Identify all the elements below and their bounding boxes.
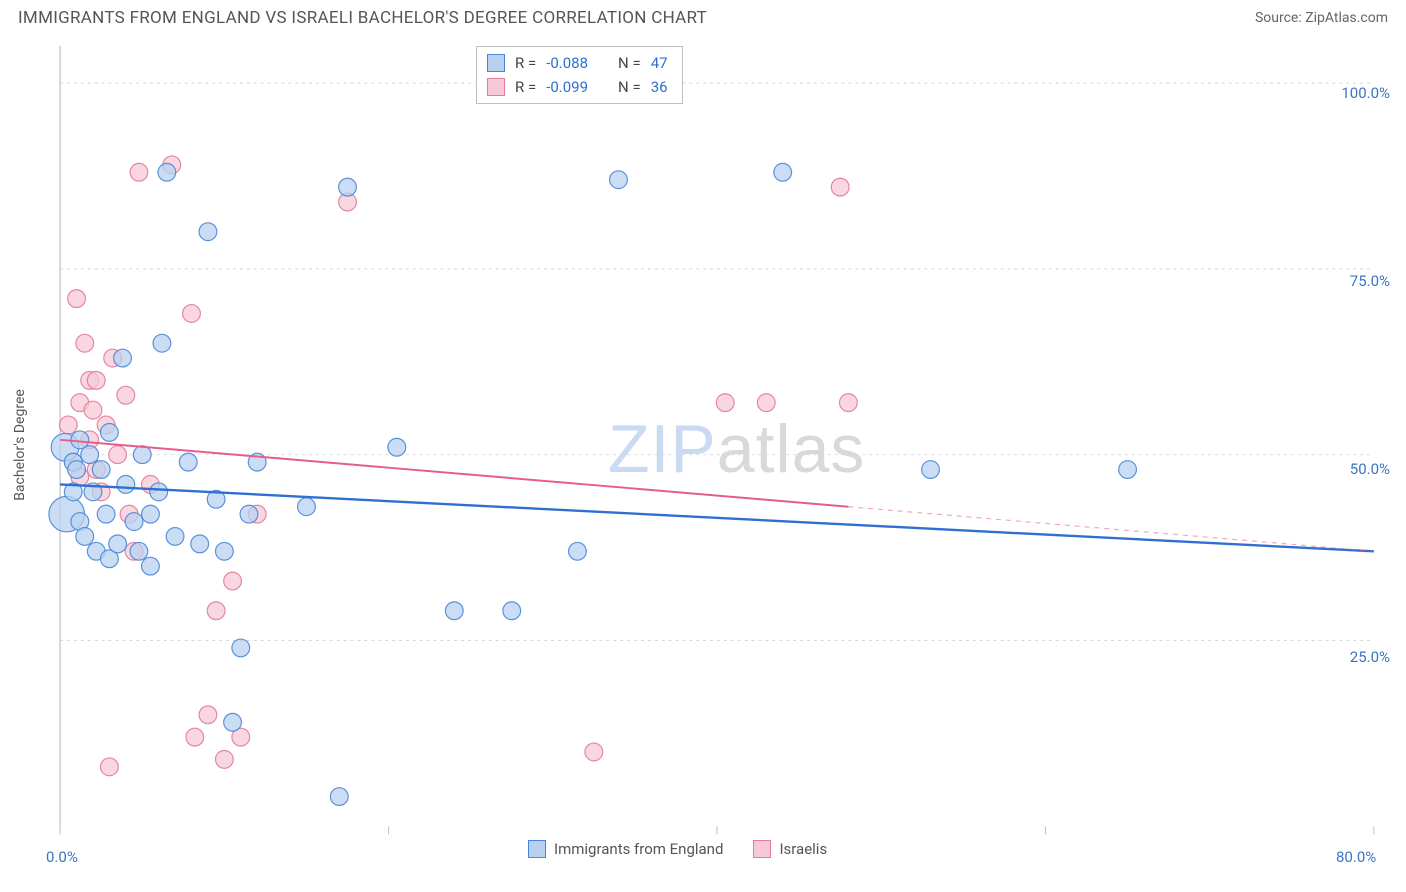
legend-swatch — [753, 840, 771, 858]
legend-row: R = -0.099 N = 36 — [487, 75, 668, 99]
legend-n-label: N = — [618, 75, 641, 99]
y-tick-label: 50.0% — [1350, 460, 1390, 478]
chart-area: Bachelor's Degree ZIPatlas R =-0.088N =4… — [48, 40, 1388, 850]
legend-r-value: -0.088 — [546, 51, 588, 75]
chart-source: Source: ZipAtlas.com — [1255, 10, 1388, 26]
series-legend-label: Immigrants from England — [554, 840, 723, 858]
source-value: ZipAtlas.com — [1305, 10, 1388, 26]
correlation-legend: R = -0.088 N = 47 R = -0.099 N = 36 — [476, 46, 683, 104]
y-tick-label: 25.0% — [1350, 648, 1390, 666]
legend-swatch — [528, 840, 546, 858]
chart-title: IMMIGRANTS FROM ENGLAND VS ISRAELI BACHE… — [18, 8, 707, 28]
legend-n-value: 36 — [651, 75, 668, 99]
x-tick-label: 0.0% — [46, 848, 78, 866]
legend-n-label: N = — [618, 51, 641, 75]
x-tick-label: 80.0% — [1336, 848, 1376, 866]
legend-swatch — [487, 54, 505, 72]
legend-n-value: 47 — [651, 51, 668, 75]
series-legend-item: Immigrants from England — [528, 840, 723, 858]
series-legend-item: Israelis — [753, 840, 827, 858]
y-tick-label: 75.0% — [1350, 272, 1390, 290]
source-label: Source: — [1255, 10, 1302, 26]
chart-header: IMMIGRANTS FROM ENGLAND VS ISRAELI BACHE… — [0, 0, 1406, 34]
legend-r-label: R = — [515, 51, 536, 75]
legend-row: R = -0.088 N = 47 — [487, 51, 668, 75]
legend-swatch — [487, 78, 505, 96]
series-legend-label: Israelis — [779, 840, 827, 858]
legend-r-label: R = — [515, 75, 536, 99]
series-legend: Immigrants from England Israelis — [528, 840, 827, 858]
y-axis-label: Bachelor's Degree — [12, 389, 28, 501]
y-tick-label: 100.0% — [1341, 84, 1390, 102]
legend-r-value: -0.099 — [546, 75, 588, 99]
scatter-plot — [48, 40, 1388, 850]
